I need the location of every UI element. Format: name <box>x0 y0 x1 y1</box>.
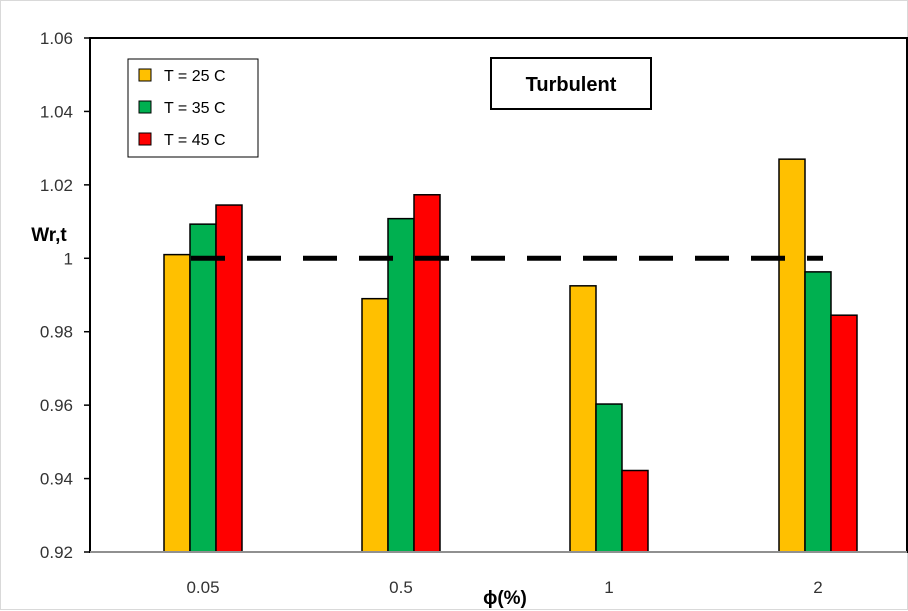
x-tick-label: 2 <box>813 578 822 597</box>
legend-swatch-2 <box>138 100 152 114</box>
bar-0.05-series-2 <box>189 223 217 553</box>
y-tick-label: 1 <box>64 249 73 268</box>
x-axis-tick-labels: 0.05 0.5 1 2 <box>186 578 822 597</box>
y-tick-label: 1.06 <box>40 29 73 48</box>
legend-swatch-3 <box>138 132 152 146</box>
y-tick-label: 1.02 <box>40 176 73 195</box>
bar-2-series-3 <box>830 314 858 553</box>
bar-1-series-1 <box>569 285 597 553</box>
legend-label-3: T = 45 C <box>164 132 226 149</box>
x-tick-label: 1 <box>604 578 613 597</box>
bar-0.05-series-1 <box>163 253 191 553</box>
annotation-box <box>490 57 652 110</box>
x-tick-label: 0.05 <box>186 578 219 597</box>
bar-0.05-series-3 <box>215 204 243 553</box>
legend: T = 25 C T = 35 C T = 45 C <box>127 58 259 158</box>
x-axis-label: ϕ(%) <box>483 588 527 609</box>
y-tick-label: 0.92 <box>40 543 73 562</box>
bar-0.5-series-3 <box>413 194 441 553</box>
bar-2-series-1 <box>778 158 806 553</box>
bars <box>163 158 858 553</box>
bar-2-series-2 <box>804 271 832 553</box>
bar-0.5-series-1 <box>361 297 389 553</box>
legend-swatch-1 <box>138 68 152 82</box>
y-tick-label: 0.94 <box>40 470 73 489</box>
legend-label-2: T = 35 C <box>164 100 226 117</box>
y-tick-label: 1.04 <box>40 102 73 121</box>
y-axis-tick-labels: 0.92 0.94 0.96 0.98 1 1.02 1.04 1.06 <box>40 29 73 562</box>
annotation-text: Turbulent <box>526 74 617 96</box>
x-tick-label: 0.5 <box>389 578 413 597</box>
annotation: Turbulent <box>490 57 652 110</box>
y-axis-ticks <box>84 37 90 553</box>
y-tick-label: 0.98 <box>40 323 73 342</box>
bar-1-series-2 <box>595 403 623 553</box>
bar-1-series-3 <box>621 469 649 553</box>
y-tick-label: 0.96 <box>40 396 73 415</box>
bar-0.5-series-2 <box>387 217 415 553</box>
legend-label-1: T = 25 C <box>164 68 226 85</box>
y-axis-label: Wr,t <box>31 225 67 246</box>
